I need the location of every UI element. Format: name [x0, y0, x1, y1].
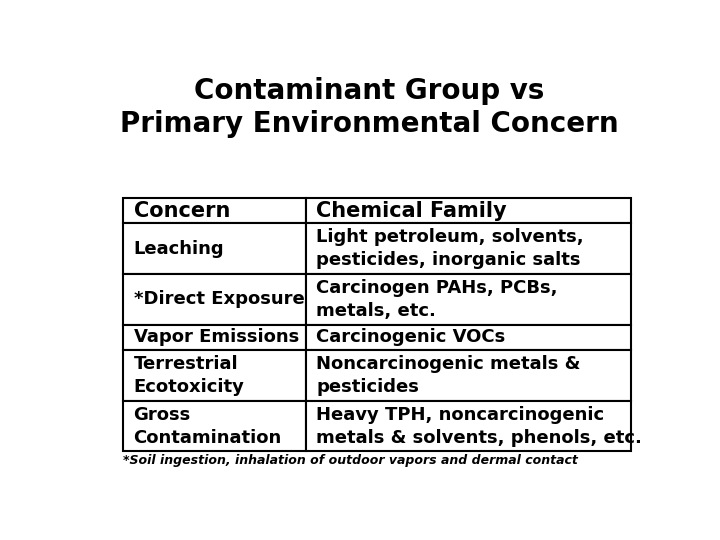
Text: Carcinogenic VOCs: Carcinogenic VOCs [316, 328, 505, 346]
Polygon shape [306, 325, 631, 350]
Polygon shape [306, 198, 631, 223]
Polygon shape [124, 350, 306, 401]
Polygon shape [306, 274, 631, 325]
Polygon shape [124, 274, 306, 325]
Text: Contaminant Group vs
Primary Environmental Concern: Contaminant Group vs Primary Environment… [120, 77, 618, 138]
Polygon shape [124, 223, 306, 274]
Text: Carcinogen PAHs, PCBs,
metals, etc.: Carcinogen PAHs, PCBs, metals, etc. [316, 279, 558, 320]
Polygon shape [306, 350, 631, 401]
Text: Concern: Concern [133, 200, 230, 220]
Text: Noncarcinogenic metals &
pesticides: Noncarcinogenic metals & pesticides [316, 355, 581, 396]
Text: Light petroleum, solvents,
pesticides, inorganic salts: Light petroleum, solvents, pesticides, i… [316, 228, 584, 269]
Text: *Direct Exposure: *Direct Exposure [133, 291, 305, 308]
Polygon shape [124, 325, 306, 350]
Polygon shape [124, 198, 306, 223]
Text: Terrestrial
Ecotoxicity: Terrestrial Ecotoxicity [133, 355, 244, 396]
Polygon shape [306, 401, 631, 451]
Text: Leaching: Leaching [133, 240, 224, 258]
Text: Heavy TPH, noncarcinogenic
metals & solvents, phenols, etc.: Heavy TPH, noncarcinogenic metals & solv… [316, 406, 642, 447]
Text: Gross
Contamination: Gross Contamination [133, 406, 282, 447]
Text: Chemical Family: Chemical Family [316, 200, 507, 220]
Text: *Soil ingestion, inhalation of outdoor vapors and dermal contact: *Soil ingestion, inhalation of outdoor v… [124, 454, 578, 467]
Polygon shape [306, 223, 631, 274]
Text: Vapor Emissions: Vapor Emissions [133, 328, 299, 346]
Polygon shape [124, 401, 306, 451]
